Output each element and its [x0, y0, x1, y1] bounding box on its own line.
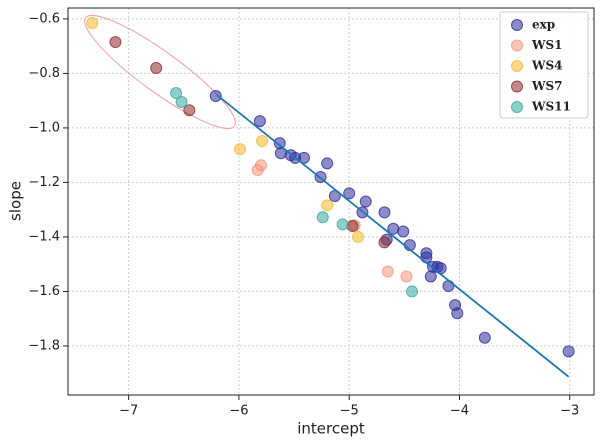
y-tick-label: −0.6: [28, 11, 60, 26]
legend-marker: [511, 80, 523, 93]
legend-marker: [511, 101, 523, 113]
y-tick-label: −1.6: [28, 284, 60, 299]
x-axis-label: intercept: [297, 420, 365, 438]
legend-label: WS7: [531, 79, 563, 93]
confidence-ellipse: [84, 15, 236, 129]
point: [352, 230, 365, 243]
point: [297, 151, 310, 164]
point: [397, 225, 410, 238]
legend-marker: [511, 39, 523, 52]
x-tick-label: −7: [119, 404, 138, 419]
point: [321, 199, 334, 212]
legend-marker: [511, 19, 523, 31]
point: [420, 251, 433, 264]
point: [562, 345, 575, 358]
point: [378, 236, 391, 249]
x-tick-label: −3: [560, 404, 579, 419]
x-tick-label: −5: [340, 404, 359, 419]
point: [183, 104, 196, 117]
y-tick-label: −1.0: [28, 120, 60, 135]
point: [175, 96, 188, 109]
legend-label: WS1: [531, 38, 563, 52]
legend-label: WS11: [531, 100, 571, 114]
legend: exp WS1 WS4 WS7 WS11: [499, 11, 589, 119]
point: [316, 211, 329, 224]
point: [478, 331, 491, 344]
point: [234, 143, 247, 156]
point: [256, 134, 269, 147]
point: [378, 206, 391, 219]
point: [209, 90, 222, 103]
point: [442, 279, 455, 292]
point: [381, 265, 394, 278]
point: [424, 270, 437, 283]
point: [359, 195, 372, 208]
point: [346, 220, 359, 233]
point: [406, 285, 419, 298]
point: [150, 61, 163, 74]
y-axis-label: slope: [7, 181, 25, 221]
point: [170, 87, 183, 100]
fit-line: [216, 94, 570, 378]
x-tick-label: −6: [229, 404, 248, 419]
point: [253, 115, 266, 128]
legend-label: exp: [532, 18, 555, 32]
point: [321, 157, 334, 170]
point: [109, 36, 122, 49]
point: [400, 270, 413, 283]
y-tick-label: −1.4: [28, 229, 60, 244]
y-tick-label: −0.8: [28, 66, 60, 81]
y-tick-label: −1.2: [28, 175, 60, 190]
x-tick-label: −4: [450, 404, 469, 419]
point: [336, 218, 349, 231]
legend-box: [499, 11, 589, 119]
point: [343, 187, 356, 200]
point: [254, 159, 267, 172]
point: [86, 16, 99, 29]
y-tick-label: −1.8: [28, 338, 60, 353]
legend-label: WS4: [531, 59, 563, 73]
plot-frame: [67, 7, 595, 396]
point: [451, 307, 464, 320]
legend-marker: [511, 60, 523, 72]
